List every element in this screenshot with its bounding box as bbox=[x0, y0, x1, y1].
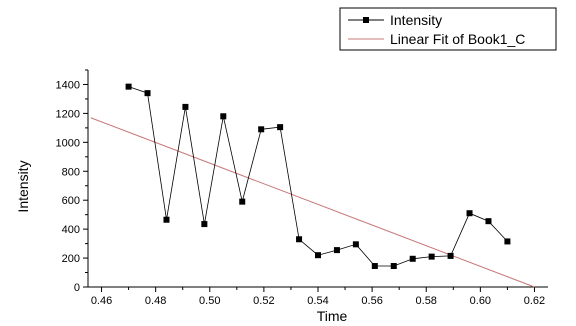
intensity-point bbox=[428, 253, 435, 260]
intensity-point bbox=[447, 252, 454, 259]
x-tick-label: 0.56 bbox=[361, 295, 382, 307]
intensity-point bbox=[371, 263, 378, 270]
intensity-point bbox=[485, 218, 492, 225]
intensity-point bbox=[352, 241, 359, 248]
y-tick-label: 1200 bbox=[56, 108, 80, 120]
intensity-point bbox=[409, 255, 416, 262]
intensity-point bbox=[163, 216, 170, 223]
x-tick-label: 0.50 bbox=[199, 295, 220, 307]
x-axis-title: Time bbox=[317, 308, 348, 324]
intensity-point bbox=[220, 113, 227, 120]
linear-fit-line bbox=[90, 117, 535, 288]
intensity-point bbox=[504, 238, 511, 245]
intensity-point bbox=[182, 103, 189, 110]
intensity-point bbox=[125, 83, 132, 90]
y-tick-label: 0 bbox=[74, 282, 80, 294]
x-tick-label: 0.60 bbox=[470, 295, 491, 307]
y-tick-label: 400 bbox=[62, 224, 80, 236]
ticks: 0.46 0.48 0.50 0.52 0.54 0.56 0.58 0.60 0.62 0 200… bbox=[56, 69, 545, 307]
x-tick-label: 0.46 bbox=[91, 295, 112, 307]
fit-layer bbox=[90, 117, 535, 288]
x-tick-label: 0.58 bbox=[416, 295, 437, 307]
intensity-point bbox=[201, 221, 208, 228]
x-tick-label: 0.52 bbox=[253, 295, 274, 307]
intensity-point bbox=[239, 198, 246, 205]
x-tick-label: 0.48 bbox=[145, 295, 166, 307]
intensity-point bbox=[466, 210, 473, 217]
y-tick-label: 800 bbox=[62, 166, 80, 178]
series-layer bbox=[125, 83, 511, 270]
y-axis-title: Intensity bbox=[15, 160, 31, 212]
x-tick-label: 0.54 bbox=[307, 295, 328, 307]
legend: Intensity Linear Fit of Book1_C bbox=[339, 7, 557, 51]
legend-label-intensity: Intensity bbox=[390, 12, 442, 28]
y-tick-label: 600 bbox=[62, 195, 80, 207]
intensity-point bbox=[277, 124, 284, 131]
y-tick-label: 1000 bbox=[56, 137, 80, 149]
y-tick-label: 1400 bbox=[56, 79, 80, 91]
legend-label-linear-fit: Linear Fit of Book1_C bbox=[390, 31, 525, 47]
x-tick-label: 0.62 bbox=[524, 295, 545, 307]
intensity-point bbox=[390, 263, 397, 270]
y-tick-label: 200 bbox=[62, 253, 80, 265]
intensity-point bbox=[315, 252, 321, 259]
intensity-point bbox=[333, 247, 340, 254]
legend-marker-intensity bbox=[363, 17, 369, 23]
intensity-point bbox=[258, 126, 265, 133]
legend-box bbox=[339, 7, 557, 51]
intensity-point bbox=[296, 236, 303, 243]
intensity-line bbox=[128, 86, 508, 267]
intensity-point bbox=[144, 90, 151, 97]
